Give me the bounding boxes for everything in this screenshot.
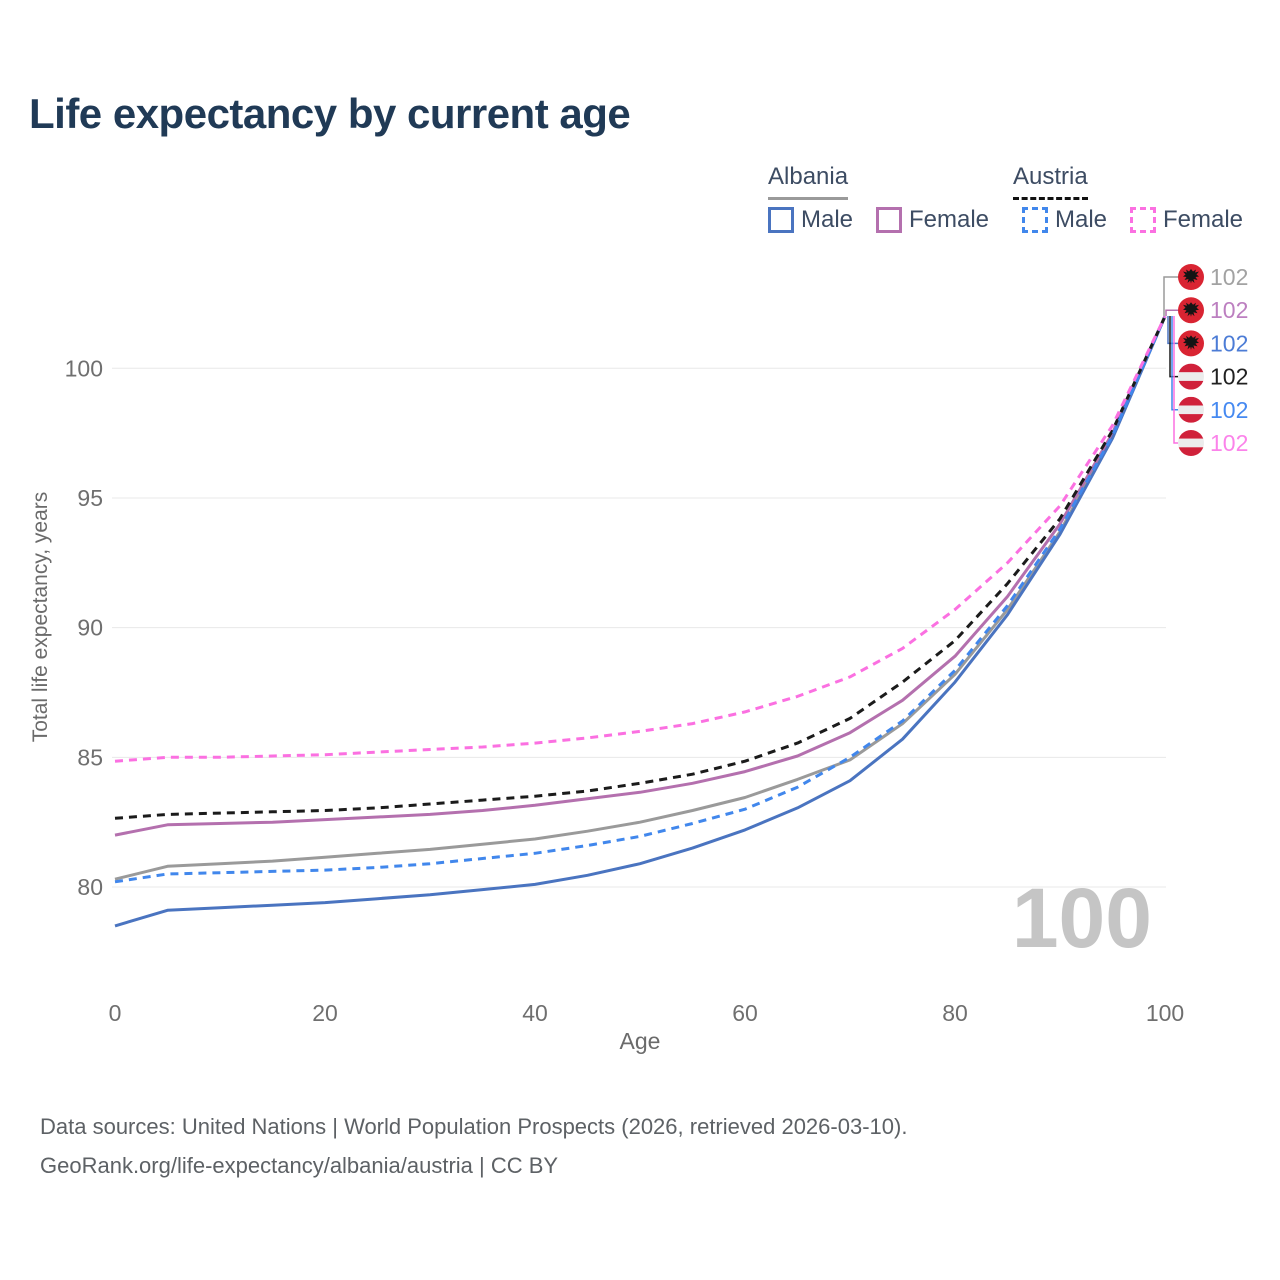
y-tick-label: 100 — [65, 355, 103, 381]
series-line-albania-both — [114, 315, 1167, 881]
leader-line-albania-male — [1167, 316, 1180, 345]
legend-item-austria-male: Male — [1022, 206, 1107, 234]
end-value-label-albania-female: 102 — [1210, 297, 1248, 323]
legend-label: Male — [801, 206, 854, 233]
series-lines — [114, 315, 1167, 928]
legend-label: Male — [1055, 206, 1108, 233]
albania-flag-icon — [1178, 297, 1204, 324]
legend-item-austria-female: Female — [1130, 206, 1243, 234]
albania-female-swatch-icon — [876, 207, 902, 233]
austria-male-swatch-icon — [1022, 207, 1048, 233]
y-tick-label: 90 — [77, 615, 103, 641]
albania-flag-icon — [1178, 264, 1204, 290]
series-line-austria-male — [114, 315, 1167, 884]
x-tick-label: 0 — [109, 1000, 122, 1026]
x-tick-label: 80 — [942, 1000, 968, 1026]
end-value-label-austria-female: 102 — [1210, 430, 1248, 456]
series-line-austria-female — [114, 315, 1167, 763]
austria-female-swatch-icon — [1130, 207, 1156, 233]
page-title: Life expectancy by current age — [29, 90, 631, 137]
end-value-label-albania-male: 102 — [1210, 330, 1248, 356]
leader-line-austria-male — [1171, 316, 1180, 411]
series-line-austria-both — [114, 315, 1167, 820]
gridlines: 80 85 90 95 100 — [65, 355, 1166, 900]
legend-label: Female — [1163, 206, 1244, 233]
y-tick-label: 95 — [77, 485, 103, 511]
y-tick-label: 85 — [77, 744, 103, 770]
x-tick-label: 100 — [1146, 1000, 1184, 1026]
x-tick-label: 60 — [732, 1000, 758, 1026]
legend-label: Female — [909, 206, 990, 233]
end-value-label-austria-both: 102 — [1210, 364, 1248, 390]
x-tick-label: 40 — [522, 1000, 548, 1026]
x-axis-title: Age — [620, 1028, 661, 1054]
legend-item-albania-male: Male — [768, 206, 853, 234]
footer: Data sources: United Nations | World Pop… — [40, 1107, 907, 1185]
series-line-albania-female — [114, 315, 1167, 837]
legend-item-albania-female: Female — [876, 206, 989, 234]
end-value-label-albania-both: 102 — [1210, 264, 1248, 290]
leader-line-albania-both — [1163, 276, 1180, 316]
austria-flag-icon — [1178, 430, 1204, 456]
end-value-label-austria-male: 102 — [1210, 397, 1248, 423]
y-tick-label: 80 — [77, 874, 103, 900]
legend-group-austria: Austria — [1013, 163, 1088, 200]
leader-line-austria-both — [1169, 316, 1180, 378]
end-labels: 102 102 102 102 102 102 — [1163, 264, 1248, 456]
leader-line-albania-female — [1165, 309, 1180, 316]
current-age-watermark: 100 — [1012, 871, 1152, 965]
footer-sources-line: Data sources: United Nations | World Pop… — [40, 1114, 908, 1139]
series-line-albania-male — [114, 315, 1167, 928]
y-axis-title: Total life expectancy, years — [29, 492, 52, 743]
austria-flag-icon — [1178, 397, 1204, 423]
footer-attribution-line: GeoRank.org/life-expectancy/albania/aust… — [40, 1153, 559, 1178]
x-tick-labels: 0 20 40 60 80 100 — [109, 1000, 1185, 1026]
albania-male-swatch-icon — [768, 207, 794, 233]
albania-flag-icon — [1178, 330, 1204, 357]
legend-group-albania: Albania — [768, 163, 849, 200]
austria-flag-icon — [1178, 364, 1204, 390]
x-tick-label: 20 — [312, 1000, 338, 1026]
